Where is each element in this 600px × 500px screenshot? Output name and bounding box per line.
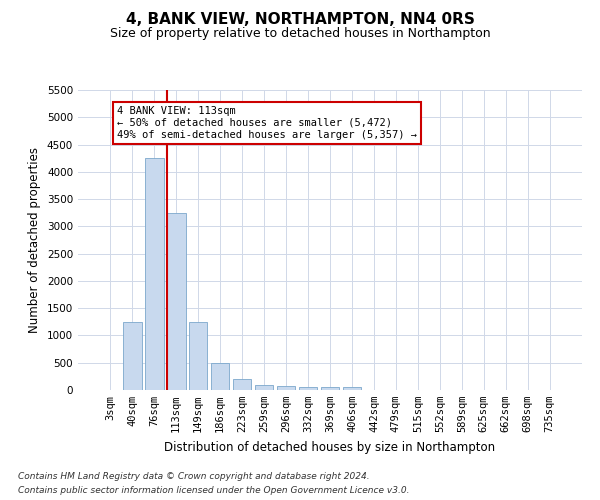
Text: Size of property relative to detached houses in Northampton: Size of property relative to detached ho… bbox=[110, 28, 490, 40]
Text: Contains public sector information licensed under the Open Government Licence v3: Contains public sector information licen… bbox=[18, 486, 409, 495]
Bar bbox=[343, 388, 361, 390]
Bar bbox=[320, 388, 340, 390]
Bar bbox=[277, 386, 295, 390]
Bar bbox=[211, 362, 229, 390]
Text: 4 BANK VIEW: 113sqm
← 50% of detached houses are smaller (5,472)
49% of semi-det: 4 BANK VIEW: 113sqm ← 50% of detached ho… bbox=[117, 106, 417, 140]
Text: Distribution of detached houses by size in Northampton: Distribution of detached houses by size … bbox=[164, 441, 496, 454]
Bar bbox=[145, 158, 164, 390]
Bar bbox=[255, 384, 274, 390]
Text: Contains HM Land Registry data © Crown copyright and database right 2024.: Contains HM Land Registry data © Crown c… bbox=[18, 472, 370, 481]
Bar bbox=[233, 379, 251, 390]
Bar bbox=[123, 322, 142, 390]
Y-axis label: Number of detached properties: Number of detached properties bbox=[28, 147, 41, 333]
Bar bbox=[167, 212, 185, 390]
Text: 4, BANK VIEW, NORTHAMPTON, NN4 0RS: 4, BANK VIEW, NORTHAMPTON, NN4 0RS bbox=[125, 12, 475, 28]
Bar bbox=[299, 387, 317, 390]
Bar bbox=[189, 322, 208, 390]
